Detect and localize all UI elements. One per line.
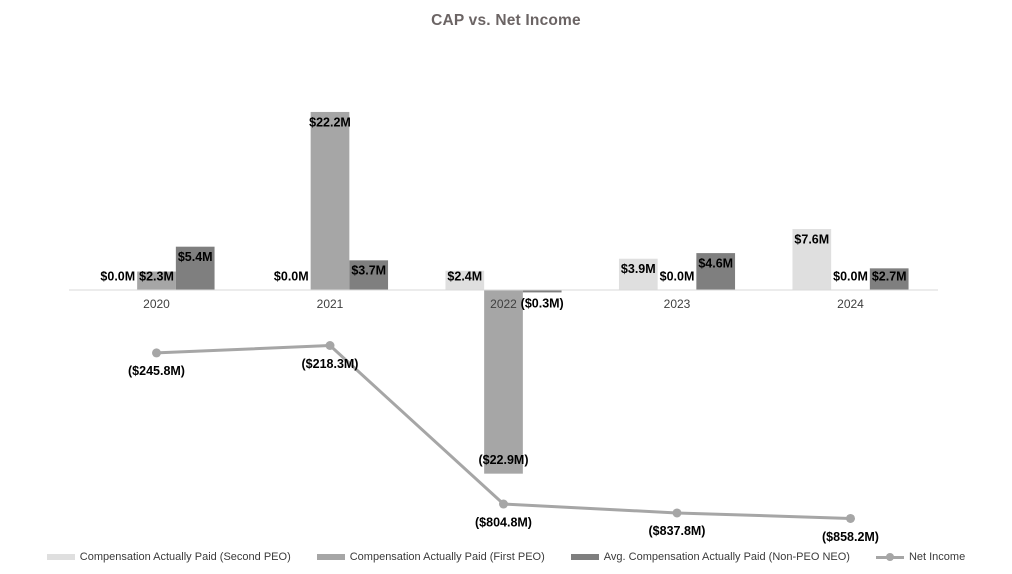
net-income-point: [152, 348, 161, 358]
second-peo-swatch-icon: [46, 554, 75, 560]
bar-data-label: ($22.9M): [478, 453, 528, 467]
bar-data-label: $3.7M: [351, 264, 386, 278]
bar-data-label: $2.7M: [872, 269, 907, 283]
net-income-label: ($245.8M): [128, 364, 185, 378]
bar-data-label: $7.6M: [794, 232, 829, 246]
net-income-label: ($858.2M): [822, 530, 879, 544]
bar-data-label: $3.9M: [621, 262, 656, 276]
bar-2021: [310, 111, 350, 291]
bar-data-label: $2.3M: [139, 269, 174, 283]
chart-title: CAP vs. Net Income: [431, 12, 581, 29]
bar-data-label: $22.2M: [309, 115, 351, 129]
bar-data-label: $0.0M: [100, 269, 135, 283]
bar-data-label: $2.4M: [447, 269, 482, 283]
net-income-line-marker-icon: [875, 552, 904, 562]
legend: Compensation Actually Paid (Second PEO) …: [0, 551, 1012, 563]
bar-data-label: $0.0M: [274, 269, 309, 283]
legend-item-second-peo: Compensation Actually Paid (Second PEO): [46, 551, 291, 563]
bar-2020: [175, 246, 215, 290]
bar-2023: [696, 253, 736, 290]
legend-label: Net Income: [908, 551, 966, 563]
legend-item-first-peo: Compensation Actually Paid (First PEO): [316, 551, 545, 563]
bar-2020: [137, 271, 176, 290]
bar-2021: [349, 260, 389, 290]
bar-2024: [792, 229, 832, 290]
bar-data-label: $0.0M: [833, 269, 868, 283]
bar-data-label: $5.4M: [178, 250, 213, 264]
legend-label: Compensation Actually Paid (First PEO): [349, 551, 545, 563]
net-income-point: [499, 499, 508, 509]
year-label: 2024: [837, 297, 864, 311]
net-income-point: [325, 341, 335, 350]
bar-2024: [869, 268, 909, 290]
non-peo-neo-swatch-icon: [570, 554, 599, 560]
bar-data-label: $0.0M: [660, 269, 695, 283]
year-label: 2022: [490, 297, 517, 311]
net-income-label: ($218.3M): [302, 357, 359, 371]
legend-label: Avg. Compensation Actually Paid (Non-PEO…: [603, 551, 850, 563]
net-income-label: ($804.8M): [475, 515, 532, 529]
bar-2023: [618, 258, 658, 290]
bar-data-label: $4.6M: [698, 256, 733, 270]
legend-item-non-peo-neo: Avg. Compensation Actually Paid (Non-PEO…: [570, 551, 850, 563]
net-income-point: [672, 508, 682, 518]
legend-item-net-income: Net Income: [875, 551, 966, 563]
legend-label: Compensation Actually Paid (Second PEO): [79, 551, 291, 563]
bar-2022: [484, 290, 523, 474]
bar-2022: [522, 290, 562, 293]
net-income-label: ($837.8M): [649, 524, 706, 538]
bar-2022: [445, 270, 485, 290]
year-label: 2021: [317, 297, 344, 311]
net-income-point: [846, 513, 855, 523]
bar-data-label: ($0.3M): [521, 297, 564, 311]
first-peo-swatch-icon: [316, 554, 345, 560]
year-label: 2020: [143, 297, 170, 311]
year-label: 2023: [664, 297, 691, 311]
